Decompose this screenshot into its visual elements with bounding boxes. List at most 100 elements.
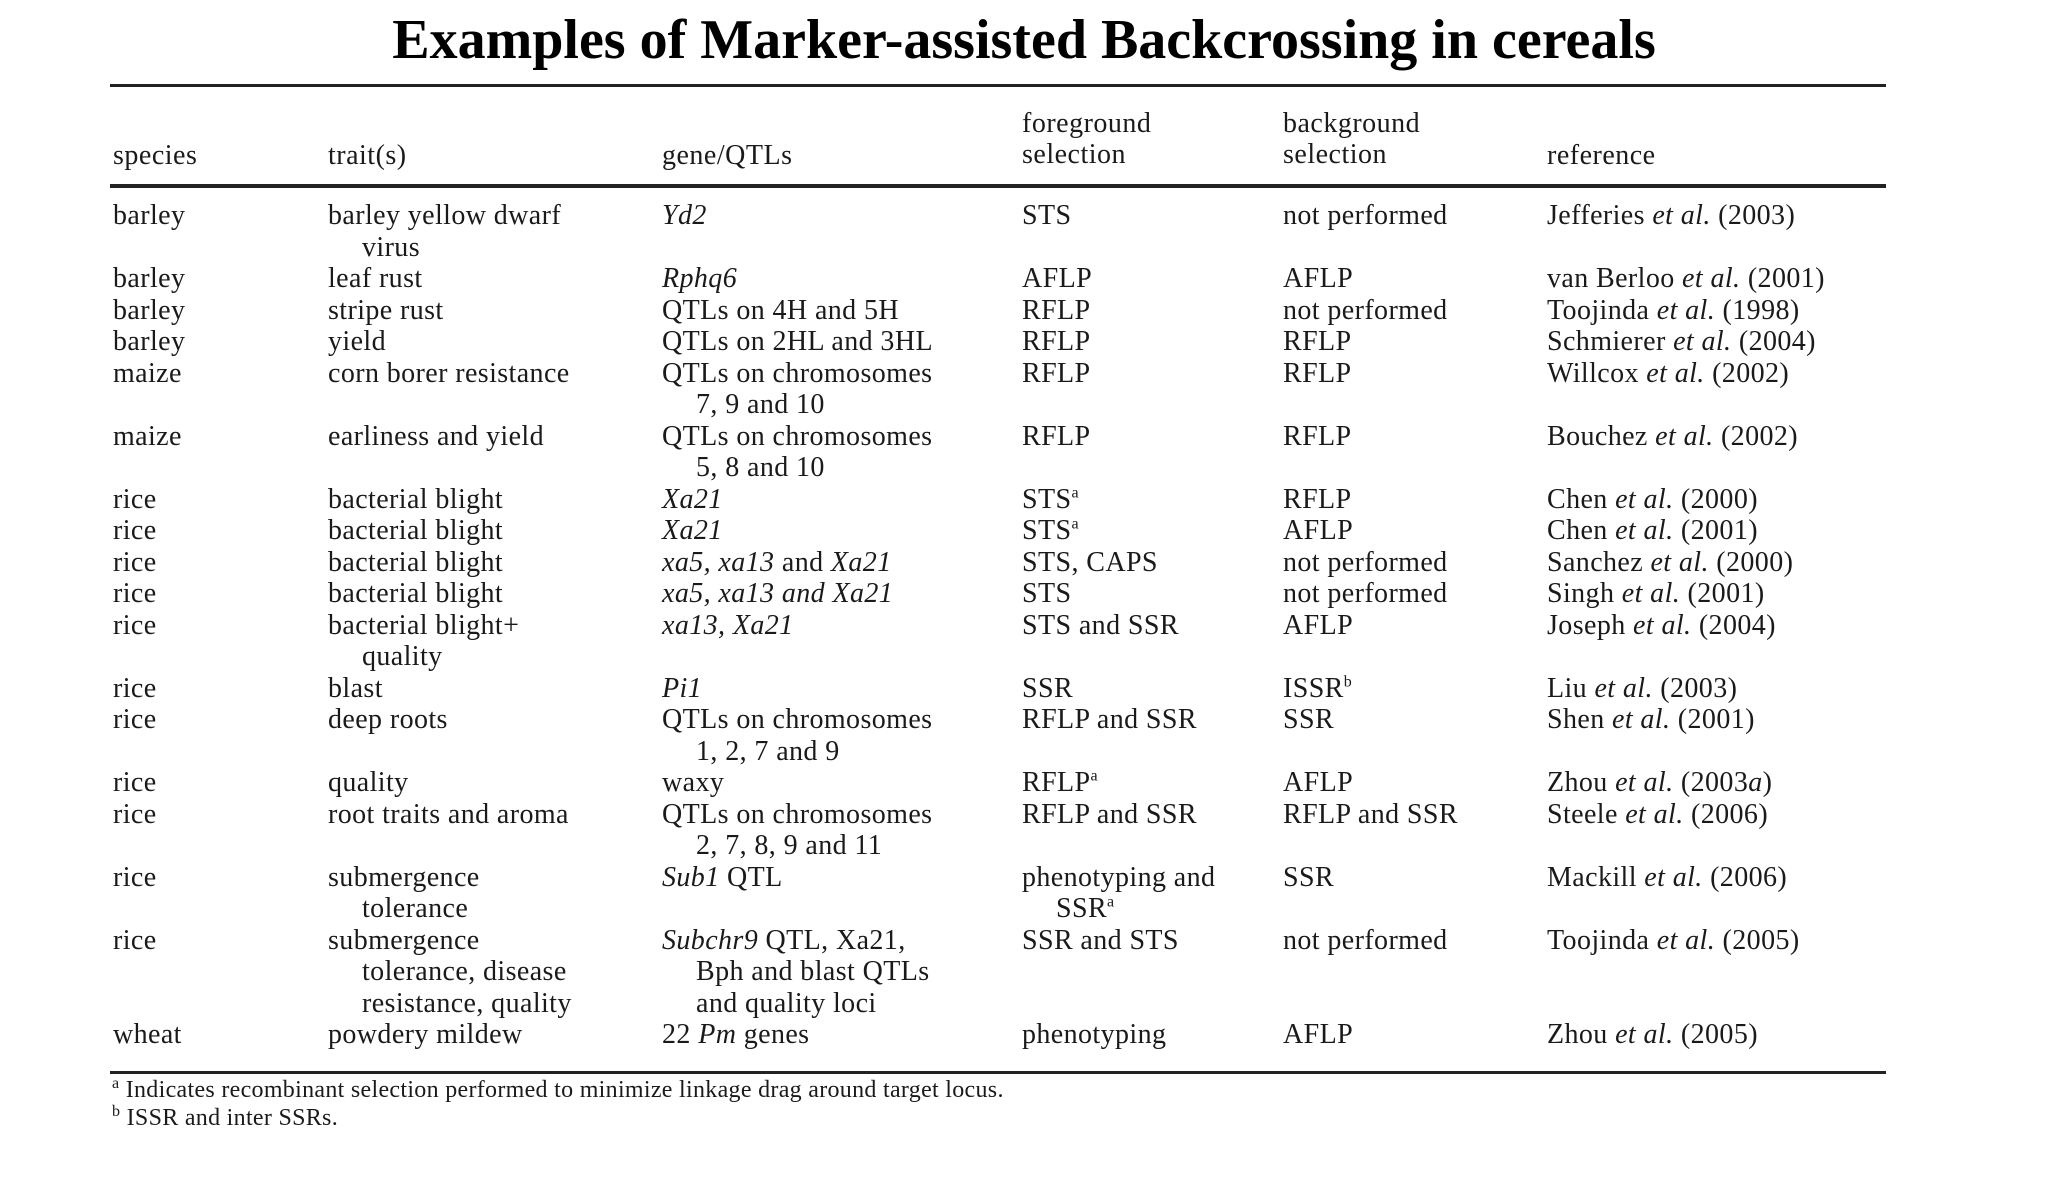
foreground-text: phenotyping (1022, 1019, 1167, 1050)
gene-text: and (774, 546, 831, 578)
trait-line: blast (328, 672, 383, 704)
trait-line: powdery mildew (328, 1019, 523, 1050)
reference-text: et al. (1656, 924, 1716, 956)
background-line: not performed (1283, 578, 1543, 610)
reference-text: (2005) (1673, 1019, 1758, 1050)
foreground-line: RFLP (1022, 326, 1282, 358)
gene-line: QTLs on chromosomes (662, 421, 1022, 453)
cell-trait: bacterial blight (328, 578, 648, 610)
table-row: rice bacterial blight Xa21 STSa RFLP Chen et … (110, 484, 1886, 516)
table-row: rice bacterial blight xa5, xa13 and Xa21 ST… (110, 578, 1886, 610)
foreground-text: SSR (1022, 672, 1074, 704)
cell-gene: Pi1 (662, 673, 1022, 705)
cell-reference: Zhou et al. (2005) (1547, 1019, 1887, 1051)
cell-foreground: RFLP (1022, 358, 1282, 390)
reference-line: van Berloo et al. (2001) (1547, 263, 1887, 295)
gene-line: 5, 8 and 10 (662, 452, 1022, 484)
cell-gene: waxy (662, 767, 1022, 799)
reference-text: (2001) (1740, 263, 1825, 294)
reference-text: (2002) (1713, 420, 1799, 452)
gene-text: QTLs on 2HL and 3HL (662, 326, 933, 357)
background-line: ISSRb (1283, 673, 1543, 705)
gene-line: 1, 2, 7 and 9 (662, 736, 1022, 768)
cell-reference: Steele et al. (2006) (1547, 799, 1887, 831)
footnote-b-marker: b (1343, 673, 1353, 691)
gene-text: Xa21 (830, 546, 892, 578)
header-background-line2: selection (1283, 139, 1388, 170)
gene-text: QTLs on chromosomes (662, 704, 933, 735)
gene-text: waxy (662, 767, 725, 798)
gene-line: QTLs on 2HL and 3HL (662, 326, 1022, 358)
trait-line: root traits and aroma (328, 798, 569, 830)
reference-line: Steele et al. (2006) (1547, 799, 1887, 831)
foreground-line: STSa (1022, 515, 1282, 547)
gene-text: xa13, Xa21 (662, 609, 794, 641)
cell-reference: Toojinda et al. (1998) (1547, 295, 1887, 327)
reference-text: et al. (1656, 294, 1716, 326)
cell-species: maize (113, 421, 313, 453)
footnote-b: b ISSR and inter SSRs. (112, 1104, 338, 1132)
table-row: barley stripe rust QTLs on 4H and 5H RFLP no… (110, 295, 1886, 327)
cell-gene: Xa21 (662, 515, 1022, 547)
table-row: rice bacterial blight xa5, xa13 and Xa21 ST… (110, 547, 1886, 579)
cell-reference: Willcox et al. (2002) (1547, 358, 1887, 390)
foreground-text: SSR and STS (1022, 924, 1179, 956)
reference-text: Shen (1547, 704, 1612, 735)
footnote-a-marker: a (1090, 767, 1099, 785)
cell-background: not performed (1283, 200, 1543, 232)
foreground-line: STS (1022, 578, 1282, 610)
trait-line: bacterial blight (328, 578, 504, 609)
gene-line: QTLs on chromosomes (662, 704, 1022, 736)
foreground-text: RFLP (1022, 357, 1091, 389)
reference-text: Schmierer (1547, 326, 1674, 357)
gene-text: Rphq6 (662, 263, 738, 294)
reference-text: et al. (1615, 515, 1674, 546)
footnote-a-marker: a (1107, 893, 1115, 911)
gene-text: 7, 9 and 10 (696, 389, 825, 420)
footnote-a-text: Indicates recombinant selection performe… (125, 1077, 1004, 1103)
species-text: rice (113, 546, 157, 578)
cell-background: ISSRb (1283, 673, 1543, 705)
trait-line: bacterial blight (328, 515, 504, 546)
gene-line: Pi1 (662, 673, 1022, 705)
header-background: background selection (1283, 108, 1420, 170)
gene-line: xa5, xa13 and Xa21 (662, 578, 1022, 610)
gene-line: 7, 9 and 10 (662, 389, 1022, 421)
reference-text: a (1748, 767, 1763, 798)
gene-text: Sub1 (662, 861, 720, 893)
reference-text: (2000) (1708, 546, 1794, 578)
trait-line: tolerance (362, 893, 469, 924)
header-trait: trait(s) (328, 140, 407, 171)
cell-gene: Yd2 (662, 200, 1022, 232)
reference-text: Bouchez (1547, 420, 1656, 452)
cell-background: RFLP (1283, 484, 1543, 516)
cell-gene: QTLs on 2HL and 3HL (662, 326, 1022, 358)
trait-line: earliness and yield (328, 420, 544, 452)
gene-text: Subchr9 (662, 924, 759, 956)
gene-text: genes (736, 1019, 810, 1050)
cell-background: RFLP and SSR (1283, 799, 1543, 831)
cell-foreground: phenotyping (1022, 1019, 1282, 1051)
cell-trait: submergence tolerance, disease resistance,… (328, 925, 648, 1020)
reference-text: (2003 (1673, 767, 1749, 798)
gene-line: Subchr9 QTL, Xa21, (662, 925, 1022, 957)
cell-species: barley (113, 263, 313, 295)
background-line: SSR (1283, 862, 1543, 894)
cell-foreground: AFLP (1022, 263, 1282, 295)
foreground-text: STS (1022, 483, 1072, 515)
reference-text: Jefferies (1547, 200, 1653, 231)
species-text: rice (113, 861, 157, 893)
reference-line: Zhou et al. (2003a) (1547, 767, 1887, 799)
cell-gene: QTLs on chromosomes 5, 8 and 10 (662, 421, 1022, 484)
cell-trait: bacterial blight (328, 515, 648, 547)
cell-reference: Chen et al. (2000) (1547, 484, 1887, 516)
cell-foreground: STS (1022, 578, 1282, 610)
cell-reference: Mackill et al. (2006) (1547, 862, 1887, 894)
reference-text: (2001) (1680, 578, 1765, 609)
cell-trait: corn borer resistance (328, 358, 648, 390)
cell-gene: Rphq6 (662, 263, 1022, 295)
species-text: rice (113, 515, 157, 546)
cell-foreground: RFLP (1022, 421, 1282, 453)
header-foreground-line2: selection (1022, 139, 1127, 170)
reference-line: Shen et al. (2001) (1547, 704, 1887, 736)
